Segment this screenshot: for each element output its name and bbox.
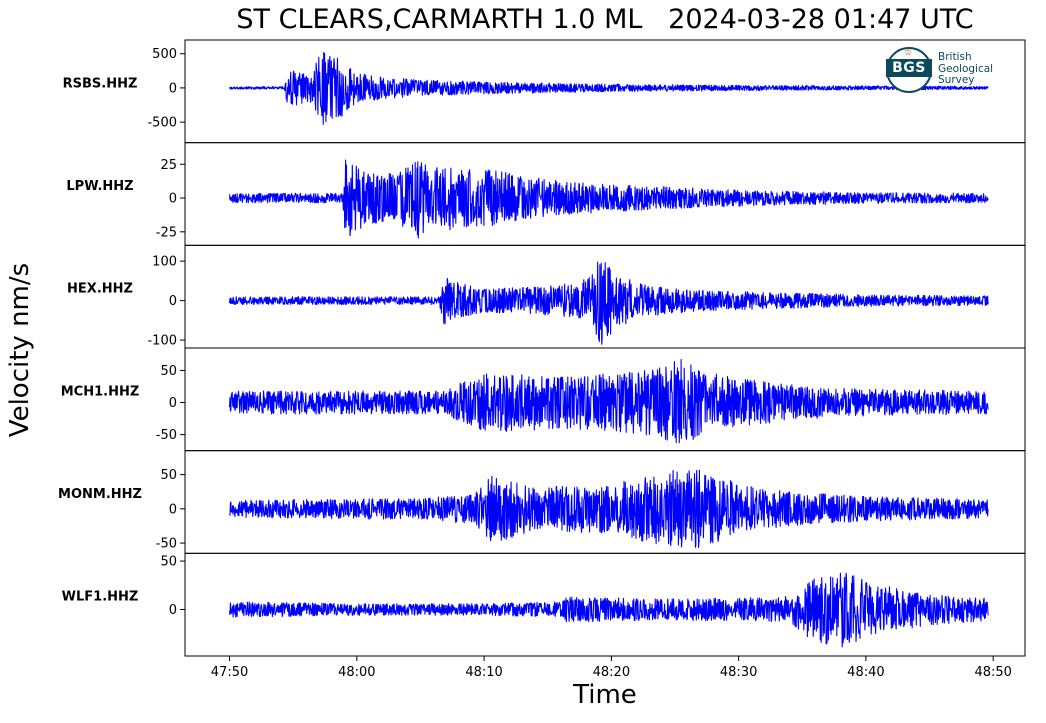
y-tick-label: 500 — [152, 47, 177, 62]
y-tick-label: 100 — [152, 255, 177, 270]
y-tick-label: 0 — [169, 192, 177, 207]
y-tick-label: 50 — [160, 555, 177, 570]
x-tick-label: 48:00 — [338, 665, 375, 680]
x-tick-label: 47:50 — [211, 665, 248, 680]
waveform-mch1-hhz — [228, 358, 989, 444]
y-tick-label: 0 — [169, 294, 177, 309]
x-tick-label: 48:40 — [847, 665, 884, 680]
y-tick-label: 50 — [160, 468, 177, 483]
waveform-wlf1-hhz — [228, 572, 989, 648]
y-tick-label: -50 — [156, 428, 177, 443]
logo-line-2: Geological — [938, 62, 994, 75]
x-axis-label: Time — [573, 680, 637, 710]
y-tick-label: 0 — [169, 81, 177, 96]
logo-initials: BGS — [886, 59, 932, 77]
station-label: LPW.HHZ — [66, 179, 133, 194]
panel-frame — [184, 552, 1026, 657]
station-label: MCH1.HHZ — [61, 384, 140, 399]
y-tick-label: 0 — [169, 502, 177, 517]
chart-title: ST CLEARS,CARMARTH 1.0 ML 2024-03-28 01:… — [236, 4, 974, 35]
station-label: RSBS.HHZ — [63, 76, 138, 91]
y-axis-label: Velocity nm/s — [5, 262, 35, 438]
y-tick-label: 0 — [169, 396, 177, 411]
crown-icon: ♔ — [903, 48, 913, 58]
y-tick-label: -25 — [156, 225, 177, 240]
y-tick-label: -500 — [147, 116, 177, 131]
y-tick-label: 0 — [169, 603, 177, 618]
waveform-rsbs-hhz — [229, 52, 989, 126]
logo-text: British Geological Survey — [938, 51, 994, 87]
station-label: MONM.HHZ — [58, 487, 142, 502]
waveform-monm-hhz — [229, 469, 989, 549]
x-tick-label: 48:20 — [593, 665, 630, 680]
x-tick-label: 48:30 — [720, 665, 757, 680]
y-tick-label: -100 — [147, 334, 177, 349]
waveform-lpw-hhz — [228, 159, 989, 239]
x-tick-label: 48:10 — [465, 665, 502, 680]
waveform-hex-hhz — [228, 261, 989, 345]
bgs-logo: ♔ BGS British Geological Survey — [880, 44, 1010, 98]
station-label: HEX.HHZ — [67, 282, 133, 297]
logo-line-1: British — [938, 51, 972, 63]
y-tick-label: 50 — [160, 364, 177, 379]
y-tick-label: -50 — [156, 537, 177, 552]
logo-line-3: Survey — [938, 74, 975, 86]
x-tick-label: 48:50 — [974, 665, 1011, 680]
station-label: WLF1.HHZ — [62, 590, 139, 605]
y-tick-label: 25 — [160, 158, 177, 173]
